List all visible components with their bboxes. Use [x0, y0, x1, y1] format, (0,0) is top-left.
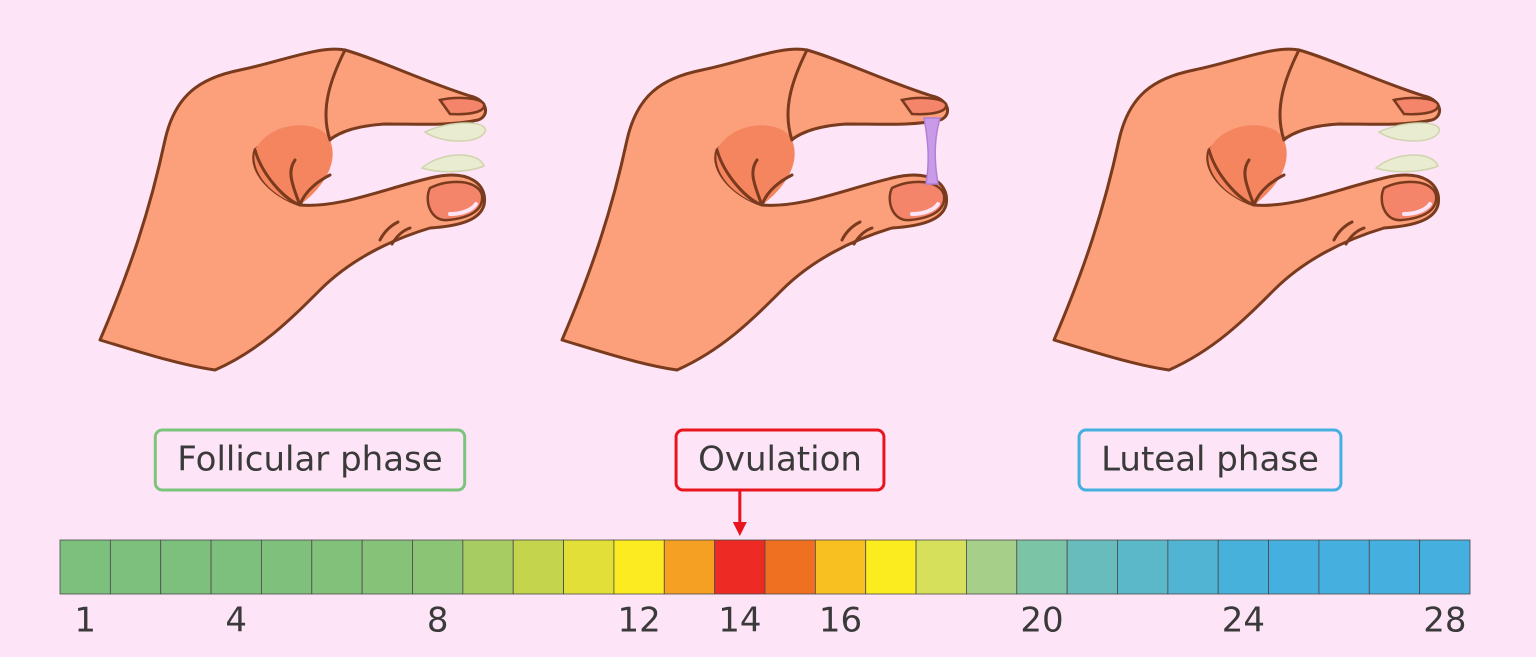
- phase-label: Luteal phase: [1101, 440, 1319, 480]
- day-label: 28: [1423, 601, 1466, 641]
- day-cell: [563, 539, 615, 595]
- day-cell: [613, 539, 665, 595]
- day-cell: [1167, 539, 1219, 595]
- day-cell: [160, 539, 212, 595]
- hand-luteal: [1052, 47, 1442, 372]
- day-label: 16: [819, 601, 862, 641]
- day-label: 4: [225, 601, 247, 641]
- phase-labels: Follicular phase Ovulation Luteal phase: [153, 428, 1343, 492]
- day-label: 8: [427, 601, 449, 641]
- hand-ovulation: [560, 47, 950, 372]
- phase-box: [674, 428, 886, 492]
- day-cell: [915, 539, 967, 595]
- day-cell: [1318, 539, 1370, 595]
- day-label: 20: [1020, 601, 1063, 641]
- day-cell: [512, 539, 564, 595]
- day-cell: [1268, 539, 1320, 595]
- hand-follicular: [98, 47, 488, 372]
- day-cell: [814, 539, 867, 595]
- day-label: 1: [74, 601, 96, 641]
- ovulation-arrowhead: [732, 522, 747, 536]
- day-cell: [1419, 539, 1471, 595]
- phase-box: [153, 428, 467, 492]
- day-cell: [210, 539, 262, 595]
- day-label: 12: [617, 601, 660, 641]
- phase-box: [1077, 428, 1343, 492]
- day-cell: [261, 539, 313, 595]
- day-cell: [462, 539, 514, 595]
- day-cell: [764, 539, 816, 595]
- day-cell: [59, 539, 111, 595]
- day-cell: [865, 539, 917, 595]
- day-cell: [1016, 539, 1068, 595]
- day-cell: [1117, 539, 1169, 595]
- day-cell: [966, 539, 1018, 595]
- day-cell: [663, 539, 716, 595]
- timeline: 1 4 8 12 14 16 20 24 28: [59, 490, 1471, 641]
- day-cell: [1217, 539, 1269, 595]
- day-cell: [1066, 539, 1118, 595]
- day-cell: [361, 539, 413, 595]
- day-cell: [311, 539, 363, 595]
- phase-label: Ovulation: [698, 440, 862, 480]
- day-cell: [412, 539, 464, 595]
- phase-label: Follicular phase: [177, 440, 442, 480]
- day-cell: [1368, 539, 1421, 595]
- day-label: 14: [718, 601, 761, 641]
- day-cell: [109, 539, 162, 595]
- day-label: 24: [1222, 601, 1265, 641]
- day-cell: [714, 539, 766, 595]
